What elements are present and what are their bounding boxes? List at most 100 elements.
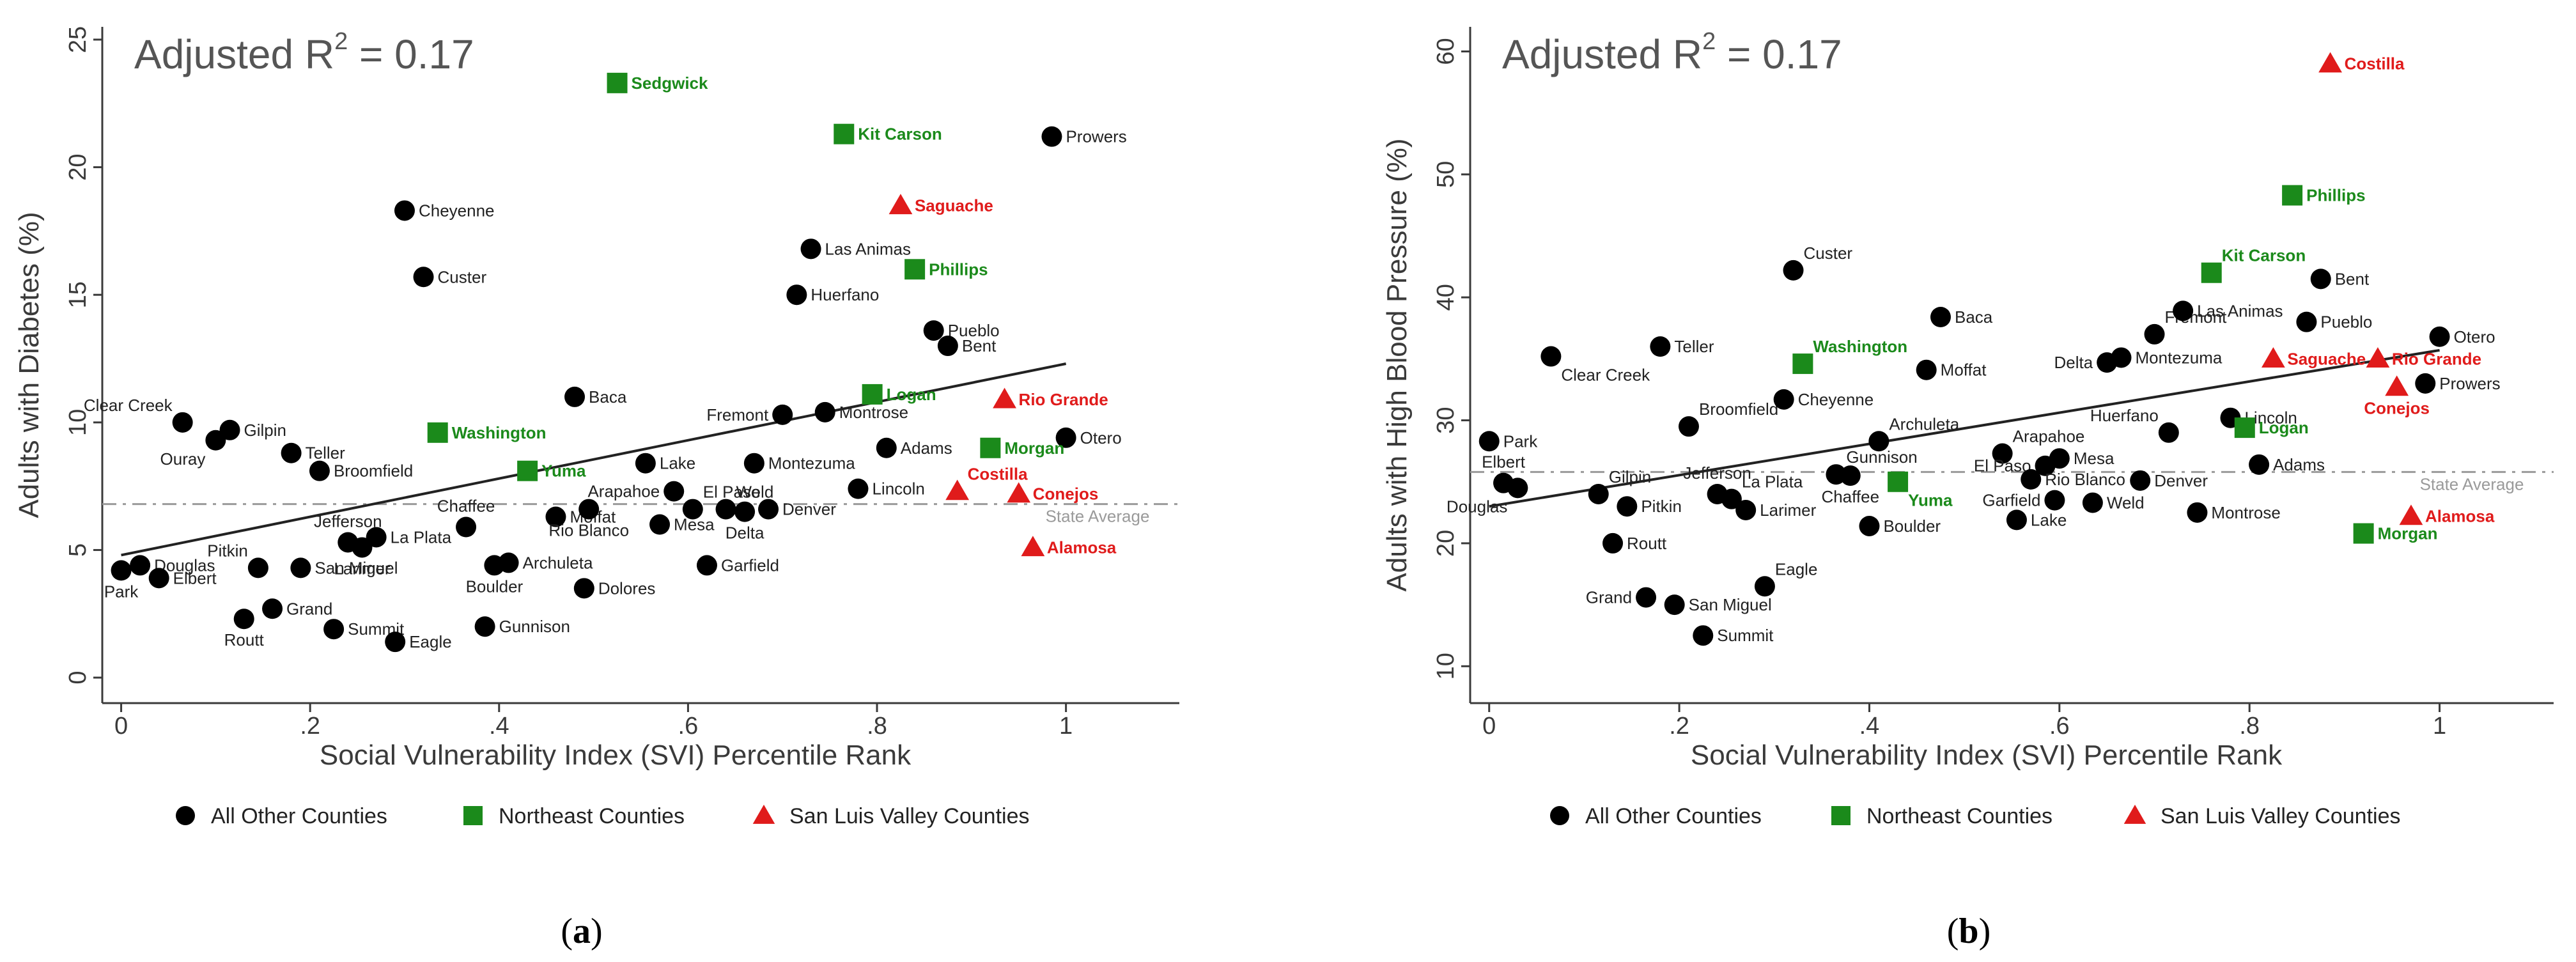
data-point-other bbox=[1602, 532, 1624, 554]
point-label: La Plata bbox=[391, 527, 452, 547]
point-label: Kit Carson bbox=[2222, 246, 2306, 265]
data-point-other bbox=[323, 619, 345, 640]
point-label: Larimer bbox=[1760, 500, 1816, 520]
state-average-label: State Average bbox=[1046, 507, 1150, 526]
point-label: Pueblo bbox=[948, 321, 1000, 340]
y-tick-label: 25 bbox=[65, 26, 91, 53]
fit-line bbox=[121, 362, 1067, 557]
x-tick-label: 1 bbox=[2433, 713, 2446, 740]
data-point-other bbox=[2082, 492, 2103, 513]
data-point-other bbox=[2006, 509, 2027, 531]
data-point-other bbox=[247, 557, 268, 578]
point-label: Chaffee bbox=[437, 497, 495, 516]
data-point-other bbox=[814, 401, 835, 423]
point-label: Bent bbox=[962, 336, 997, 355]
data-point-other bbox=[385, 632, 406, 653]
caption-close: ) bbox=[1979, 912, 1991, 951]
data-point-other bbox=[130, 555, 151, 576]
point-label: Fremont bbox=[706, 405, 769, 424]
point-label: Boulder bbox=[1883, 516, 1941, 536]
data-point-other bbox=[498, 552, 519, 573]
x-axis-title: Social Vulnerability Index (SVI) Percent… bbox=[1691, 740, 2283, 771]
x-tick-label: 1 bbox=[1059, 713, 1073, 740]
point-label: Logan bbox=[2259, 418, 2309, 437]
caption-letter: b bbox=[1959, 912, 1978, 951]
data-point-other bbox=[1478, 431, 1500, 452]
data-point-other bbox=[2158, 422, 2179, 443]
caption-close: ) bbox=[591, 912, 603, 951]
point-label: Arapahoe bbox=[587, 482, 660, 501]
data-point-other bbox=[734, 501, 756, 522]
point-label: Gilpin bbox=[1609, 467, 1651, 486]
data-point-slv bbox=[2261, 347, 2285, 368]
legend-marker-northeast bbox=[463, 806, 483, 825]
data-point-other bbox=[786, 284, 807, 306]
point-label: Adams bbox=[2273, 455, 2325, 474]
point-label: Delta bbox=[725, 524, 764, 543]
r2-value: = 0.17 bbox=[1716, 31, 1842, 77]
data-point-other bbox=[1650, 336, 1671, 357]
data-point-other bbox=[1678, 416, 1699, 437]
point-label: Boulder bbox=[466, 577, 524, 596]
chart-panel-a: 0 5 10 15 20 25 0 .2 .4 .6 .8 1 Social Vulnerability… bbox=[13, 26, 1179, 951]
point-label: Rio Blanco bbox=[2045, 470, 2125, 489]
data-point-other bbox=[1859, 515, 1880, 536]
y-tick-label: 5 bbox=[65, 543, 91, 557]
point-label: La Plata bbox=[1742, 472, 1803, 492]
point-label: Weld bbox=[2107, 493, 2145, 512]
data-point-other bbox=[1507, 477, 1528, 499]
data-point-other bbox=[2187, 502, 2208, 523]
data-point-other bbox=[2049, 448, 2070, 469]
point-label: El Paso bbox=[1974, 456, 2031, 476]
panel-caption: (b) bbox=[1947, 912, 1990, 951]
data-point-other bbox=[545, 506, 566, 527]
data-point-other bbox=[290, 557, 311, 578]
data-point-other bbox=[233, 609, 254, 630]
legend: All Other Counties Northeast Counties San … bbox=[176, 804, 1029, 828]
legend-marker-other bbox=[1550, 806, 1569, 825]
data-point-northeast bbox=[607, 72, 628, 93]
data-point-northeast bbox=[1792, 353, 1813, 375]
point-label: Adams bbox=[901, 438, 952, 458]
data-point-northeast bbox=[2353, 523, 2374, 544]
data-point-other bbox=[281, 442, 302, 463]
point-label: Alamosa bbox=[1047, 538, 1117, 557]
data-point-other bbox=[848, 478, 869, 499]
data-point-other bbox=[1055, 427, 1076, 448]
point-label: Lake bbox=[2031, 510, 2067, 529]
point-label: Washington bbox=[1813, 337, 1907, 356]
data-point-other bbox=[352, 537, 373, 558]
point-label: San Miguel bbox=[314, 558, 398, 577]
data-point-other bbox=[148, 568, 169, 589]
data-point-northeast bbox=[980, 437, 1001, 458]
data-point-other bbox=[1041, 126, 1062, 147]
point-label: Cheyenne bbox=[419, 201, 495, 220]
data-point-northeast bbox=[1888, 471, 1909, 492]
point-label: Logan bbox=[887, 385, 936, 404]
data-point-other bbox=[758, 499, 779, 520]
data-point-other bbox=[1693, 625, 1714, 646]
data-point-northeast bbox=[862, 384, 883, 405]
r2-superscript: 2 bbox=[1702, 28, 1716, 55]
point-label: Washington bbox=[452, 423, 547, 442]
legend-marker-northeast bbox=[1831, 806, 1851, 825]
data-point-other bbox=[743, 453, 764, 474]
point-label: Clear Creek bbox=[1561, 366, 1650, 385]
point-label: Yuma bbox=[541, 462, 586, 481]
data-point-other bbox=[1735, 499, 1757, 520]
data-point-northeast bbox=[427, 422, 448, 443]
point-label: Bent bbox=[2335, 269, 2370, 288]
data-point-other bbox=[635, 453, 656, 474]
x-tick-label: .8 bbox=[867, 713, 887, 740]
data-point-northeast bbox=[2234, 417, 2255, 438]
data-point-other bbox=[394, 200, 415, 221]
point-label: Saguache bbox=[2287, 349, 2366, 368]
point-label: Jefferson bbox=[1683, 463, 1751, 483]
data-point-other bbox=[1636, 587, 1657, 608]
caption-open: ( bbox=[1947, 912, 1959, 951]
data-point-other bbox=[573, 578, 594, 599]
point-label: Montrose bbox=[839, 403, 908, 422]
point-label: Gunnison bbox=[499, 617, 570, 636]
point-label: Alamosa bbox=[2425, 507, 2495, 526]
r-squared-annotation: Adjusted R2 = 0.17 bbox=[1502, 28, 1842, 77]
